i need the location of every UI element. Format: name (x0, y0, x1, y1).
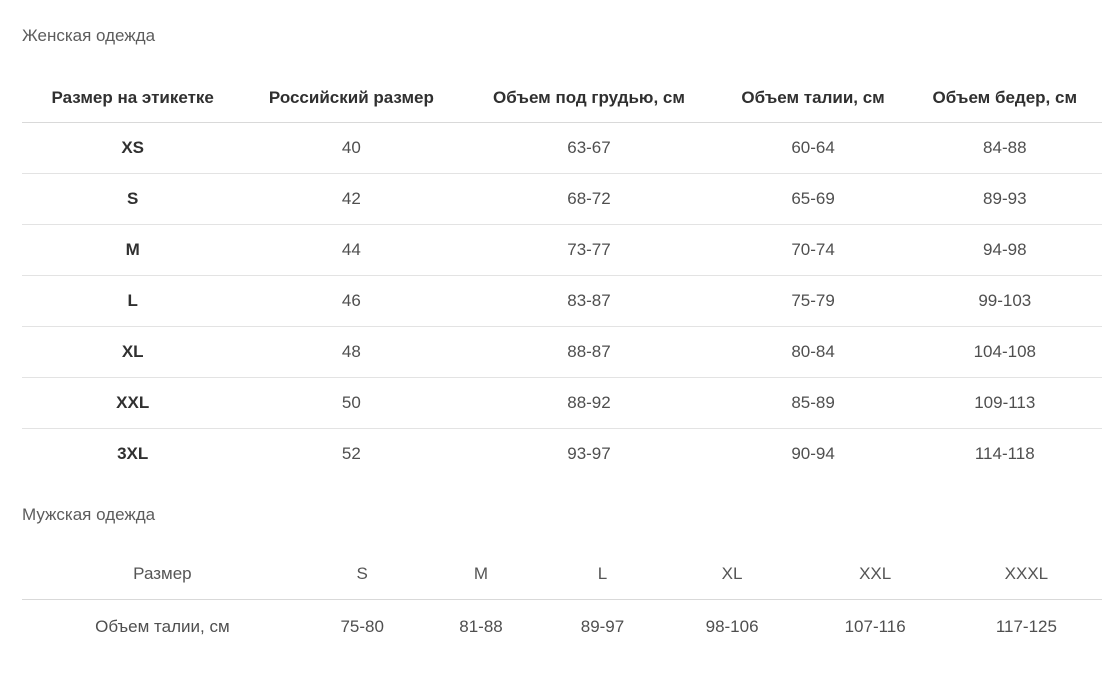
hips-cell: 99-103 (907, 275, 1102, 327)
underbust-cell: 63-67 (459, 122, 719, 174)
underbust-cell: 73-77 (459, 224, 719, 276)
row-label-waist: Объем талии, см (95, 616, 230, 636)
russian-size-cell: 42 (243, 173, 460, 225)
hips-cell: 89-93 (907, 173, 1102, 225)
column-header-m: M (421, 549, 541, 600)
size-label-cell: M (22, 224, 244, 276)
waist-cell: 60-64 (718, 122, 908, 174)
russian-size-cell: 48 (243, 326, 460, 378)
russian-size-cell: 46 (243, 275, 460, 327)
hips-cell: 84-88 (907, 122, 1102, 174)
hips-cell: 114-118 (974, 443, 1035, 463)
waist-value-s: 75-80 (340, 616, 384, 636)
size-label-cell: XXL (22, 377, 244, 429)
table-row: 3XL 52 93-97 90-94 114-118 (22, 428, 1102, 479)
waist-cell: 80-84 (718, 326, 908, 378)
hips-cell: 104-108 (907, 326, 1102, 378)
underbust-cell: 93-97 (567, 443, 611, 463)
russian-size-cell: 44 (243, 224, 460, 276)
men-table-header-row: Размер S M L XL XXL XXXL (22, 549, 1102, 600)
underbust-cell: 88-87 (459, 326, 719, 378)
table-row: XS 40 63-67 60-64 84-88 (22, 122, 1102, 174)
column-header-s: S (302, 549, 422, 600)
waist-cell: 90-94 (791, 443, 835, 463)
waist-value-xxxl: 117-125 (995, 616, 1057, 636)
column-header-waist: Объем талии, см (718, 75, 908, 123)
column-header-xxl: XXL (799, 549, 951, 600)
underbust-cell: 88-92 (459, 377, 719, 429)
column-header-hips: Объем бедер, см (907, 75, 1102, 123)
column-header-xxxl: XXXL (950, 549, 1102, 600)
hips-cell: 94-98 (907, 224, 1102, 276)
underbust-cell: 83-87 (459, 275, 719, 327)
column-header-russian-size: Российский размер (243, 75, 460, 123)
waist-value-xxl: 107-116 (844, 616, 906, 636)
underbust-cell: 68-72 (459, 173, 719, 225)
waist-cell: 65-69 (718, 173, 908, 225)
hips-cell: 109-113 (907, 377, 1102, 429)
russian-size-cell: 52 (341, 443, 361, 463)
table-row: XXL 50 88-92 85-89 109-113 (22, 377, 1102, 429)
table-row: S 42 68-72 65-69 89-93 (22, 173, 1102, 225)
column-header-underbust: Объем под грудью, см (459, 75, 719, 123)
column-header-size: Размер (22, 549, 303, 600)
table-row: M 44 73-77 70-74 94-98 (22, 224, 1102, 276)
waist-cell: 75-79 (718, 275, 908, 327)
men-size-table: Размер S M L XL XXL XXXL Объем талии, см… (22, 549, 1102, 654)
column-header-label-size: Размер на этикетке (22, 75, 244, 123)
size-label-cell: L (22, 275, 244, 327)
size-label-cell: XS (22, 122, 244, 174)
column-header-l: L (540, 549, 665, 600)
size-label-cell: XL (22, 326, 244, 378)
waist-cell: 70-74 (718, 224, 908, 276)
women-section-title: Женская одежда (22, 26, 156, 45)
waist-cell: 85-89 (718, 377, 908, 429)
column-header-xl: XL (664, 549, 800, 600)
size-chart-page: Женская одежда Размер на этикетке Россий… (22, 26, 1102, 654)
men-section-title: Мужская одежда (22, 505, 156, 524)
waist-value-m: 81-88 (459, 616, 503, 636)
women-size-table: Размер на этикетке Российский размер Объ… (22, 75, 1102, 479)
size-label-cell: 3XL (117, 443, 149, 463)
russian-size-cell: 40 (243, 122, 460, 174)
russian-size-cell: 50 (243, 377, 460, 429)
women-table-header-row: Размер на этикетке Российский размер Объ… (22, 75, 1102, 123)
table-row: XL 48 88-87 80-84 104-108 (22, 326, 1102, 378)
table-row: L 46 83-87 75-79 99-103 (22, 275, 1102, 327)
waist-value-l: 89-97 (580, 616, 625, 636)
waist-value-xl: 98-106 (705, 616, 759, 636)
size-label-cell: S (22, 173, 244, 225)
table-row: Объем талии, см 75-80 81-88 89-97 98-106… (22, 599, 1102, 654)
